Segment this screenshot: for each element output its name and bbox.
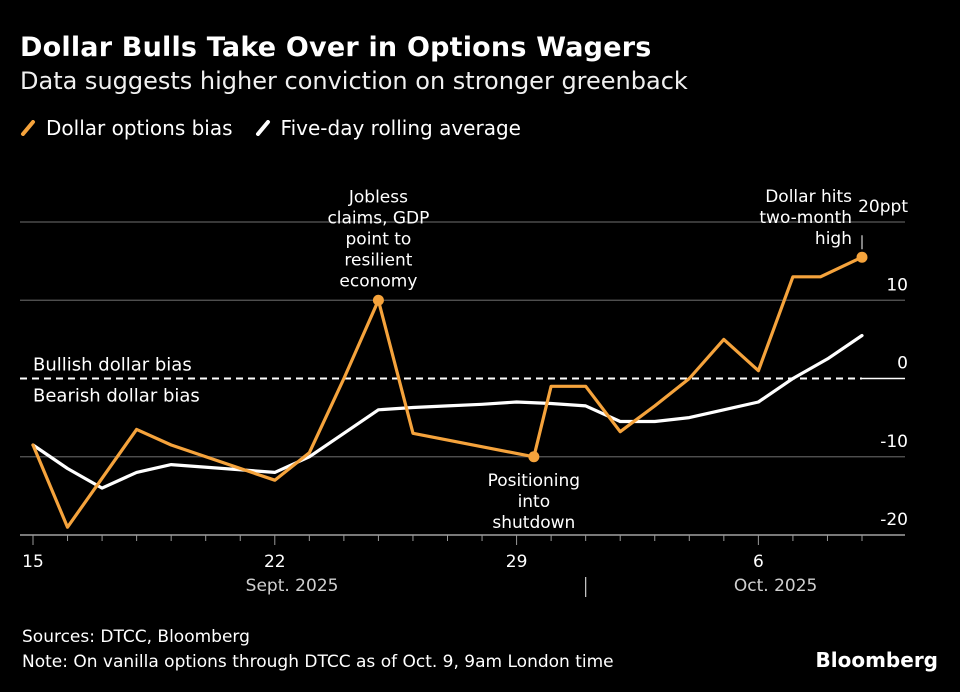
note-text: Note: On vanilla options through DTCC as… [22,652,614,672]
source-text: Sources: DTCC, Bloomberg [22,627,250,647]
annotation-text: high [815,229,852,249]
chart-subtitle: Data suggests higher conviction on stron… [20,67,688,95]
bloomberg-logo: Bloomberg [815,648,938,672]
y-tick-label: 20ppt [858,197,908,217]
options-bias-line [31,255,864,529]
annotation-dot [372,294,384,306]
month-label: Oct. 2025 [734,576,817,596]
month-label: Sept. 2025 [246,576,339,596]
x-tick-label: 6 [753,552,764,572]
annotation-text: Positioning [488,471,580,491]
legend-label-options-bias: Dollar options bias [46,116,233,140]
chart-title: Dollar Bulls Take Over in Options Wagers [20,32,652,63]
white-slash-icon [255,120,270,136]
annotation-text: Jobless [348,187,408,207]
y-tick-label: -20 [880,510,908,530]
annotation-text: Dollar hits [765,187,852,207]
orange-slash-icon [21,120,35,136]
bullish-bias-label: Bullish dollar bias [33,355,192,376]
annotation-text: resilient [344,250,412,270]
rolling-average-line [31,333,864,490]
annotation-text: into [518,492,551,512]
y-tick-label: 0 [897,354,908,374]
annotation-text: point to [346,229,412,249]
annotation-text: economy [339,271,417,291]
x-tick-label: 29 [506,552,528,572]
bearish-bias-label: Bearish dollar bias [33,386,200,407]
annotation-text: two-month [759,208,852,228]
x-tick-label: 22 [264,552,286,572]
legend-label-rolling-average: Five-day rolling average [280,116,521,140]
annotation-text: claims, GDP [327,208,429,228]
legend-item-rolling-average: Five-day rolling average [255,116,521,140]
legend-item-options-bias: Dollar options bias [20,116,233,140]
x-tick-label: 15 [22,552,44,572]
annotation-dot [856,251,868,263]
y-tick-label: -10 [880,432,908,452]
y-tick-label: 10 [886,275,908,295]
annotation-dot [528,451,540,463]
annotation-text: shutdown [492,513,575,533]
legend: Dollar options bias Five-day rolling ave… [20,116,521,140]
